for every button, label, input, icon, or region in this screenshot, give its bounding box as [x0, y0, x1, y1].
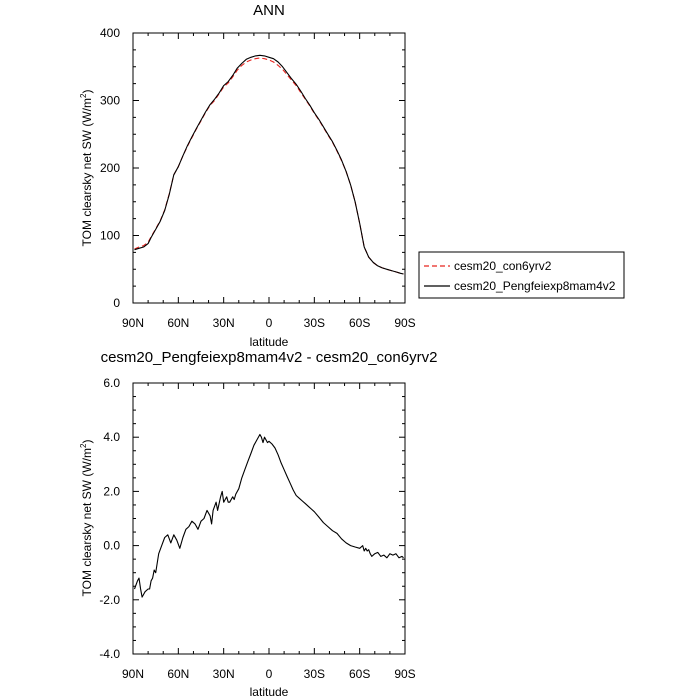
top-xtick-label: 90N — [122, 316, 144, 330]
bottom-ticks — [132, 382, 406, 655]
bottom-series-group — [133, 433, 404, 598]
bottom-y-axis-label-sup: 2 — [79, 443, 88, 448]
top-series-group — [134, 54, 404, 275]
top-xtick-label: 30N — [213, 316, 235, 330]
bottom-xtick-label: 30N — [213, 667, 235, 681]
top-panel: ANN 90N 60N 30N 0 30S 60S 90S 0 100 200 300 400 lat… — [79, 2, 625, 349]
top-xtick-label: 60S — [349, 316, 370, 330]
top-xtick-label: 0 — [266, 316, 273, 330]
top-y-axis-label: TOM clearsky net SW (W/m2) — [79, 90, 94, 247]
top-tick-labels: 90N 60N 30N 0 30S 60S 90S 0 100 200 300 400 — [100, 26, 416, 330]
legend-label-con6yrv2: cesm20_con6yrv2 — [454, 259, 552, 273]
top-x-axis-label: latitude — [250, 335, 289, 349]
top-series-line-1 — [134, 54, 404, 275]
bottom-tick-labels: 90N 60N 30N 0 30S 60S 90S -4.0 -2.0 0.0 2.0 4.0 6.0 — [99, 376, 415, 681]
top-y-axis-label-sup: 2 — [79, 93, 88, 98]
top-chart-title: ANN — [253, 2, 285, 19]
top-ytick-label: 200 — [100, 161, 120, 175]
bottom-xtick-label: 90S — [394, 667, 415, 681]
bottom-plot-frame — [132, 382, 406, 655]
bottom-y-axis-label-close: ) — [80, 440, 94, 444]
top-xtick-label: 90S — [394, 316, 415, 330]
bottom-ytick-label: 6.0 — [103, 376, 120, 390]
bottom-series-line-0 — [133, 433, 404, 598]
bottom-ytick-label: 2.0 — [103, 484, 120, 498]
top-ytick-label: 100 — [100, 229, 120, 243]
top-ytick-label: 400 — [100, 26, 120, 40]
legend-box — [418, 251, 625, 299]
legend: cesm20_con6yrv2 cesm20_Pengfeiexp8mam4v2 — [418, 251, 625, 299]
top-plot-frame — [132, 32, 406, 304]
top-y-axis-label-main: TOM clearsky net SW (W/m — [80, 98, 94, 246]
bottom-ytick-label: 0.0 — [103, 539, 120, 553]
bottom-y-axis-label-main: TOM clearsky net SW (W/m — [80, 448, 94, 596]
top-ticks — [132, 32, 406, 304]
bottom-chart-title: cesm20_Pengfeiexp8mam4v2 - cesm20_con6yr… — [101, 349, 438, 366]
bottom-xtick-label: 30S — [304, 667, 325, 681]
bottom-ytick-label: 4.0 — [103, 430, 120, 444]
top-xtick-label: 30S — [304, 316, 325, 330]
bottom-x-axis-label: latitude — [250, 685, 289, 699]
bottom-xtick-label: 60N — [167, 667, 189, 681]
legend-label-pengfei: cesm20_Pengfeiexp8mam4v2 — [454, 279, 616, 293]
bottom-xtick-label: 90N — [122, 667, 144, 681]
bottom-ytick-label: -4.0 — [99, 647, 120, 661]
top-ytick-label: 0 — [113, 296, 120, 310]
bottom-xtick-label: 60S — [349, 667, 370, 681]
top-xtick-label: 60N — [167, 316, 189, 330]
bottom-ytick-label: -2.0 — [99, 593, 120, 607]
bottom-panel: cesm20_Pengfeiexp8mam4v2 - cesm20_con6yr… — [79, 349, 437, 699]
bottom-y-axis-label: TOM clearsky net SW (W/m2) — [79, 440, 94, 597]
top-ytick-label: 300 — [100, 94, 120, 108]
bottom-xtick-label: 0 — [266, 667, 273, 681]
top-y-axis-label-close: ) — [80, 90, 94, 94]
